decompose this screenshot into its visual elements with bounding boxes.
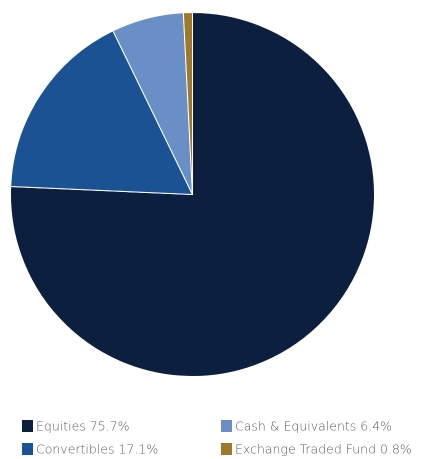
chart-legend: Equities 75.7% Cash & Equivalents 6.4% Con… — [22, 419, 412, 457]
legend-swatch-convertibles — [22, 443, 33, 455]
legend-item-cash-and-equivalents: Cash & Equivalents 6.4% — [221, 419, 392, 434]
legend-swatch-exchange-traded-fund — [221, 443, 232, 455]
legend-label-cash-and-equivalents: Cash & Equivalents 6.4% — [235, 419, 392, 434]
legend-item-exchange-traded-fund: Exchange Traded Fund 0.8% — [221, 442, 412, 457]
legend-swatch-cash-and-equivalents — [221, 420, 232, 432]
pie-slices — [10, 11, 375, 377]
legend-swatch-equities — [22, 420, 33, 432]
legend-label-convertibles: Convertibles 17.1% — [36, 442, 158, 457]
legend-label-equities: Equities 75.7% — [36, 419, 130, 434]
pie-slice-exchange-traded-fund — [182, 11, 193, 195]
pie-slice-convertibles — [10, 30, 194, 196]
legend-item-convertibles: Convertibles 17.1% — [22, 442, 158, 457]
legend-label-exchange-traded-fund: Exchange Traded Fund 0.8% — [235, 442, 412, 457]
legend-item-equities: Equities 75.7% — [22, 419, 130, 434]
